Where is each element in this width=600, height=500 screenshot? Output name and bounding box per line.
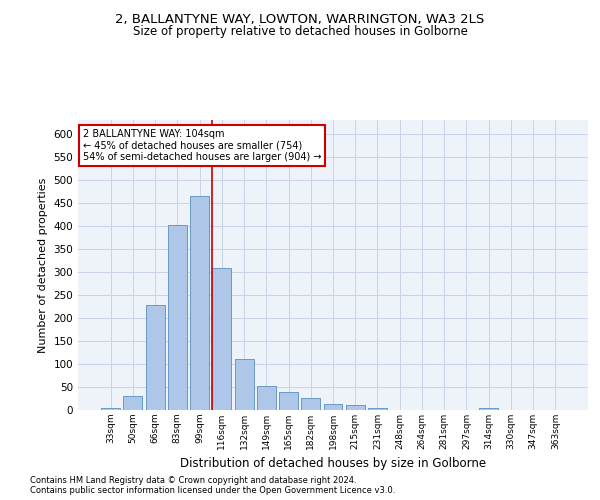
- Bar: [190, 196, 209, 410]
- Bar: [301, 398, 320, 410]
- Text: Size of property relative to detached houses in Golborne: Size of property relative to detached ho…: [133, 25, 467, 38]
- Bar: [257, 386, 276, 410]
- Bar: [146, 305, 164, 410]
- Bar: [346, 405, 365, 410]
- Text: Contains public sector information licensed under the Open Government Licence v3: Contains public sector information licen…: [30, 486, 395, 495]
- Bar: [235, 360, 254, 410]
- Text: Contains HM Land Registry data © Crown copyright and database right 2024.: Contains HM Land Registry data © Crown c…: [30, 476, 356, 485]
- X-axis label: Distribution of detached houses by size in Golborne: Distribution of detached houses by size …: [180, 458, 486, 470]
- Bar: [124, 396, 142, 410]
- Bar: [212, 268, 231, 410]
- Text: 2, BALLANTYNE WAY, LOWTON, WARRINGTON, WA3 2LS: 2, BALLANTYNE WAY, LOWTON, WARRINGTON, W…: [115, 12, 485, 26]
- Bar: [323, 404, 343, 410]
- Bar: [479, 408, 498, 410]
- Bar: [168, 225, 187, 410]
- Y-axis label: Number of detached properties: Number of detached properties: [38, 178, 48, 352]
- Bar: [368, 408, 387, 410]
- Bar: [101, 408, 120, 410]
- Text: 2 BALLANTYNE WAY: 104sqm
← 45% of detached houses are smaller (754)
54% of semi-: 2 BALLANTYNE WAY: 104sqm ← 45% of detach…: [83, 128, 322, 162]
- Bar: [279, 392, 298, 410]
